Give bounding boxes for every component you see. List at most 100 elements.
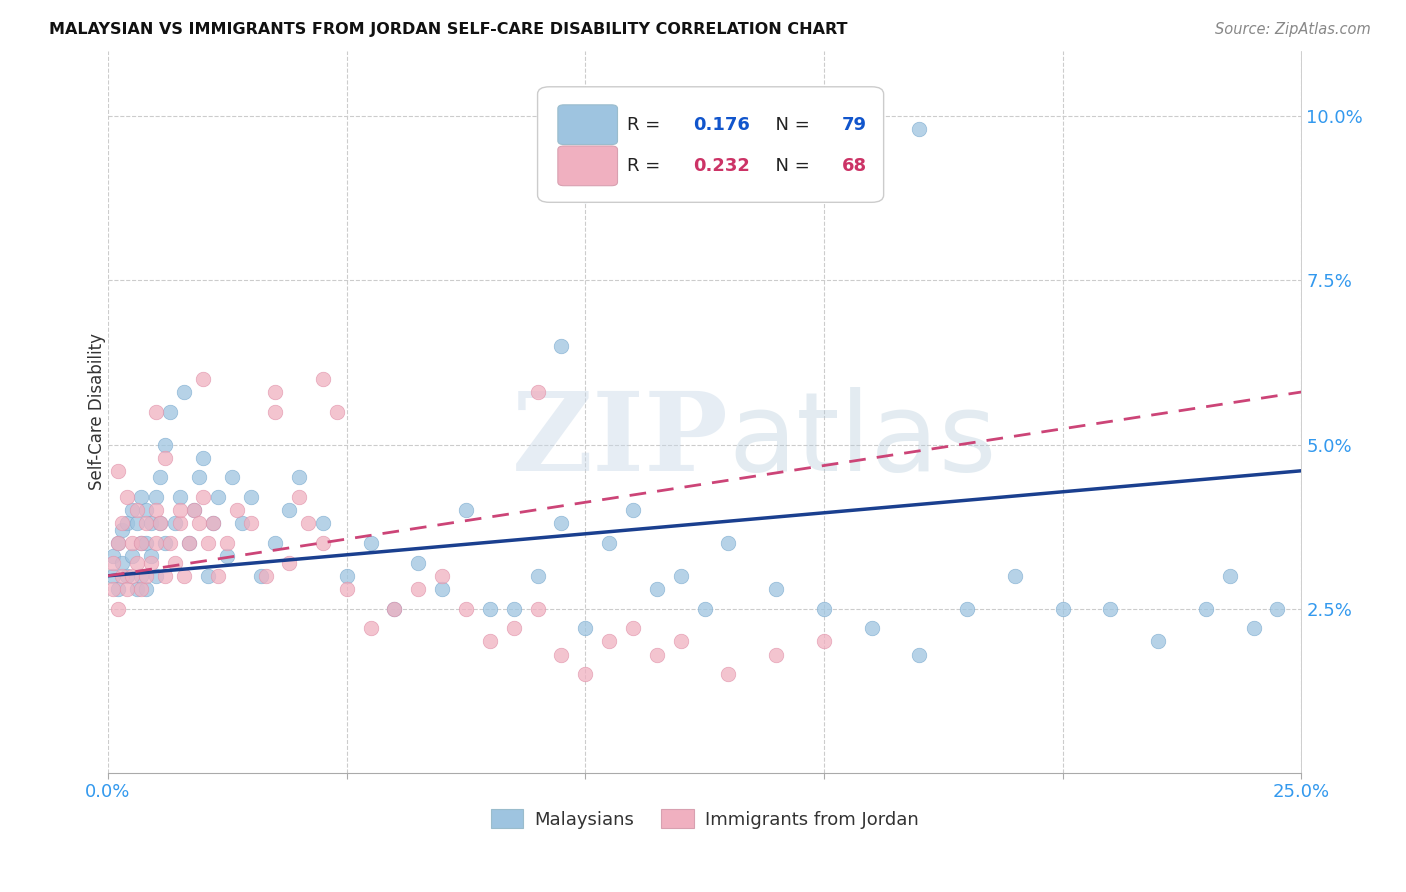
Point — [550, 339, 572, 353]
Point — [173, 384, 195, 399]
Point — [163, 556, 186, 570]
Point — [139, 549, 162, 563]
Text: 79: 79 — [842, 116, 868, 134]
Point — [693, 601, 716, 615]
Point — [111, 569, 134, 583]
Point — [1099, 601, 1122, 615]
Point — [360, 536, 382, 550]
Point — [574, 188, 596, 202]
Text: N =: N = — [765, 116, 815, 134]
Point — [193, 372, 215, 386]
Point — [382, 601, 405, 615]
Point — [406, 582, 429, 596]
Point — [125, 503, 148, 517]
Point — [312, 372, 335, 386]
FancyBboxPatch shape — [558, 146, 617, 186]
Point — [264, 405, 287, 419]
Point — [155, 536, 177, 550]
Text: 0.176: 0.176 — [693, 116, 749, 134]
Point — [145, 503, 167, 517]
Point — [264, 384, 287, 399]
Point — [598, 536, 620, 550]
Point — [155, 450, 177, 465]
Point — [145, 490, 167, 504]
Point — [169, 503, 191, 517]
Point — [765, 648, 787, 662]
Point — [207, 569, 229, 583]
Point — [454, 503, 477, 517]
Point — [550, 648, 572, 662]
Point — [101, 549, 124, 563]
Point — [225, 503, 247, 517]
Point — [115, 490, 138, 504]
Point — [478, 601, 501, 615]
Point — [125, 556, 148, 570]
Point — [502, 601, 524, 615]
Point — [813, 601, 835, 615]
Point — [131, 582, 153, 596]
Point — [1267, 601, 1289, 615]
Point — [598, 634, 620, 648]
Point — [187, 470, 209, 484]
Point — [502, 621, 524, 635]
Point — [131, 490, 153, 504]
Point — [312, 516, 335, 531]
Point — [526, 569, 548, 583]
Point — [645, 582, 668, 596]
Text: R =: R = — [627, 157, 666, 175]
Point — [183, 503, 205, 517]
Legend: Malaysians, Immigrants from Jordan: Malaysians, Immigrants from Jordan — [484, 802, 925, 836]
Point — [288, 470, 311, 484]
Point — [107, 464, 129, 478]
Point — [1195, 601, 1218, 615]
Point — [813, 634, 835, 648]
Point — [115, 582, 138, 596]
Point — [765, 582, 787, 596]
Point — [155, 437, 177, 451]
Point — [336, 582, 359, 596]
Point — [454, 601, 477, 615]
Point — [107, 582, 129, 596]
Text: ZIP: ZIP — [512, 387, 728, 494]
Point — [249, 569, 271, 583]
Point — [101, 569, 124, 583]
Point — [197, 569, 219, 583]
Point — [149, 470, 172, 484]
Point — [201, 516, 224, 531]
FancyBboxPatch shape — [558, 105, 617, 145]
Point — [201, 516, 224, 531]
Point — [207, 490, 229, 504]
Point — [179, 536, 201, 550]
Point — [526, 384, 548, 399]
Point — [125, 516, 148, 531]
Point — [669, 634, 692, 648]
Point — [574, 621, 596, 635]
Point — [169, 490, 191, 504]
Point — [169, 516, 191, 531]
Point — [145, 536, 167, 550]
Point — [111, 516, 134, 531]
Point — [121, 549, 143, 563]
Point — [159, 536, 181, 550]
Point — [336, 569, 359, 583]
Point — [430, 569, 453, 583]
Point — [621, 503, 644, 517]
Text: R =: R = — [627, 116, 666, 134]
Point — [240, 516, 263, 531]
Point — [125, 582, 148, 596]
Point — [430, 582, 453, 596]
Point — [107, 536, 129, 550]
Point — [360, 621, 382, 635]
Point — [278, 556, 301, 570]
Point — [526, 601, 548, 615]
Point — [217, 536, 239, 550]
Text: N =: N = — [765, 157, 815, 175]
Point — [135, 582, 157, 596]
Point — [193, 490, 215, 504]
Point — [669, 569, 692, 583]
Point — [131, 536, 153, 550]
Point — [121, 536, 143, 550]
Point — [149, 516, 172, 531]
FancyBboxPatch shape — [537, 87, 883, 202]
Point — [115, 516, 138, 531]
